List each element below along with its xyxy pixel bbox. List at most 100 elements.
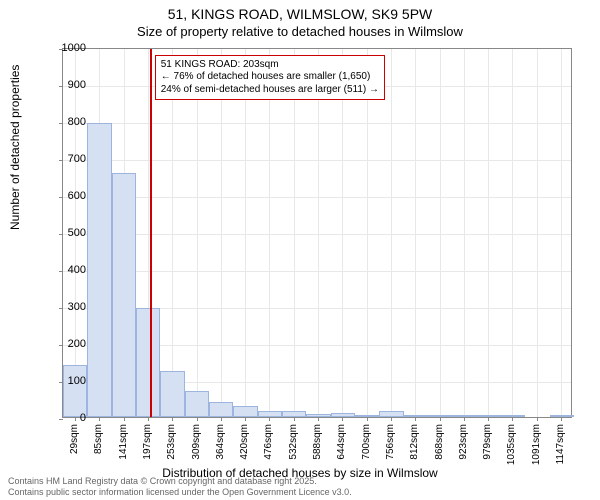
histogram-bar — [355, 415, 379, 417]
xtick-mark — [318, 417, 319, 421]
xtick-label: 141sqm — [118, 424, 129, 460]
xtick-label: 644sqm — [336, 424, 347, 460]
ytick-label: 100 — [46, 375, 86, 387]
xtick-label: 1147sqm — [555, 424, 566, 464]
xtick-mark — [415, 417, 416, 421]
histogram-bar — [306, 414, 330, 417]
xtick-mark — [294, 417, 295, 421]
xtick-mark — [221, 417, 222, 421]
xtick-label: 85sqm — [93, 424, 104, 454]
xtick-label: 197sqm — [142, 424, 153, 460]
histogram-bar — [258, 411, 282, 417]
xtick-label: 1091sqm — [531, 424, 542, 465]
histogram-bar — [477, 415, 501, 417]
histogram-bar — [209, 402, 233, 417]
y-axis-label: Number of detached properties — [8, 65, 22, 230]
grid-line-v — [221, 49, 222, 417]
ytick-label: 800 — [46, 116, 86, 128]
annotation-box: 51 KINGS ROAD: 203sqm← 76% of detached h… — [155, 55, 385, 101]
ytick-label: 600 — [46, 190, 86, 202]
xtick-mark — [488, 417, 489, 421]
chart-title-sub: Size of property relative to detached ho… — [0, 22, 600, 39]
xtick-label: 309sqm — [191, 424, 202, 460]
footer-line-1: Contains HM Land Registry data © Crown c… — [8, 476, 352, 487]
grid-line-v — [172, 49, 173, 417]
xtick-mark — [367, 417, 368, 421]
grid-line-v — [488, 49, 489, 417]
grid-line-v — [391, 49, 392, 417]
annotation-line3: 24% of semi-detached houses are larger (… — [161, 84, 379, 97]
histogram-bar — [185, 391, 209, 417]
histogram-bar — [282, 411, 306, 417]
grid-line-v — [561, 49, 562, 417]
xtick-mark — [124, 417, 125, 421]
ytick-label: 1000 — [46, 42, 86, 54]
grid-line-h — [63, 123, 571, 124]
ytick-label: 400 — [46, 264, 86, 276]
histogram-bar — [136, 308, 160, 417]
histogram-bar — [428, 415, 452, 417]
ytick-label: 500 — [46, 227, 86, 239]
ytick-label: 700 — [46, 153, 86, 165]
histogram-bar — [331, 413, 355, 417]
histogram-bar — [379, 411, 403, 417]
histogram-bar — [63, 365, 87, 417]
xtick-mark — [464, 417, 465, 421]
grid-line-h — [63, 271, 571, 272]
histogram-bar — [452, 415, 476, 417]
grid-line-v — [294, 49, 295, 417]
grid-line-h — [63, 197, 571, 198]
grid-line-v — [197, 49, 198, 417]
xtick-mark — [391, 417, 392, 421]
grid-line-v — [318, 49, 319, 417]
xtick-label: 1035sqm — [506, 424, 517, 465]
ytick-label: 200 — [46, 338, 86, 350]
xtick-label: 364sqm — [215, 424, 226, 460]
xtick-mark — [537, 417, 538, 421]
footer-attribution: Contains HM Land Registry data © Crown c… — [8, 476, 352, 498]
footer-line-2: Contains public sector information licen… — [8, 487, 352, 498]
xtick-mark — [148, 417, 149, 421]
xtick-label: 979sqm — [482, 424, 493, 460]
grid-line-h — [63, 160, 571, 161]
grid-line-v — [537, 49, 538, 417]
grid-line-h — [63, 234, 571, 235]
xtick-label: 700sqm — [361, 424, 372, 460]
chart-area: 51 KINGS ROAD: 203sqm← 76% of detached h… — [62, 48, 572, 418]
histogram-bar — [404, 415, 428, 417]
grid-line-v — [512, 49, 513, 417]
xtick-label: 868sqm — [434, 424, 445, 460]
histogram-bar — [233, 406, 257, 417]
grid-line-v — [342, 49, 343, 417]
xtick-mark — [440, 417, 441, 421]
chart-container: 51, KINGS ROAD, WILMSLOW, SK9 5PW Size o… — [0, 0, 600, 500]
xtick-mark — [197, 417, 198, 421]
histogram-bar — [87, 123, 111, 417]
annotation-line2: ← 76% of detached houses are smaller (1,… — [161, 71, 379, 84]
xtick-mark — [561, 417, 562, 421]
xtick-label: 923sqm — [458, 424, 469, 460]
xtick-mark — [172, 417, 173, 421]
grid-line-v — [269, 49, 270, 417]
histogram-bar — [501, 415, 525, 417]
xtick-label: 588sqm — [312, 424, 323, 460]
grid-line-v — [415, 49, 416, 417]
xtick-label: 420sqm — [239, 424, 250, 460]
histogram-bar — [550, 415, 574, 417]
xtick-mark — [342, 417, 343, 421]
plot-area: 51 KINGS ROAD: 203sqm← 76% of detached h… — [62, 48, 572, 418]
xtick-mark — [245, 417, 246, 421]
histogram-bar — [160, 371, 184, 417]
ytick-label: 900 — [46, 79, 86, 91]
xtick-label: 756sqm — [385, 424, 396, 460]
chart-title-main: 51, KINGS ROAD, WILMSLOW, SK9 5PW — [0, 0, 600, 22]
histogram-bar — [112, 173, 136, 417]
xtick-label: 532sqm — [288, 424, 299, 460]
xtick-label: 29sqm — [69, 424, 80, 454]
xtick-label: 812sqm — [409, 424, 420, 460]
grid-line-v — [367, 49, 368, 417]
grid-line-v — [440, 49, 441, 417]
ytick-label: 0 — [46, 412, 86, 424]
ytick-label: 300 — [46, 301, 86, 313]
xtick-label: 253sqm — [166, 424, 177, 460]
